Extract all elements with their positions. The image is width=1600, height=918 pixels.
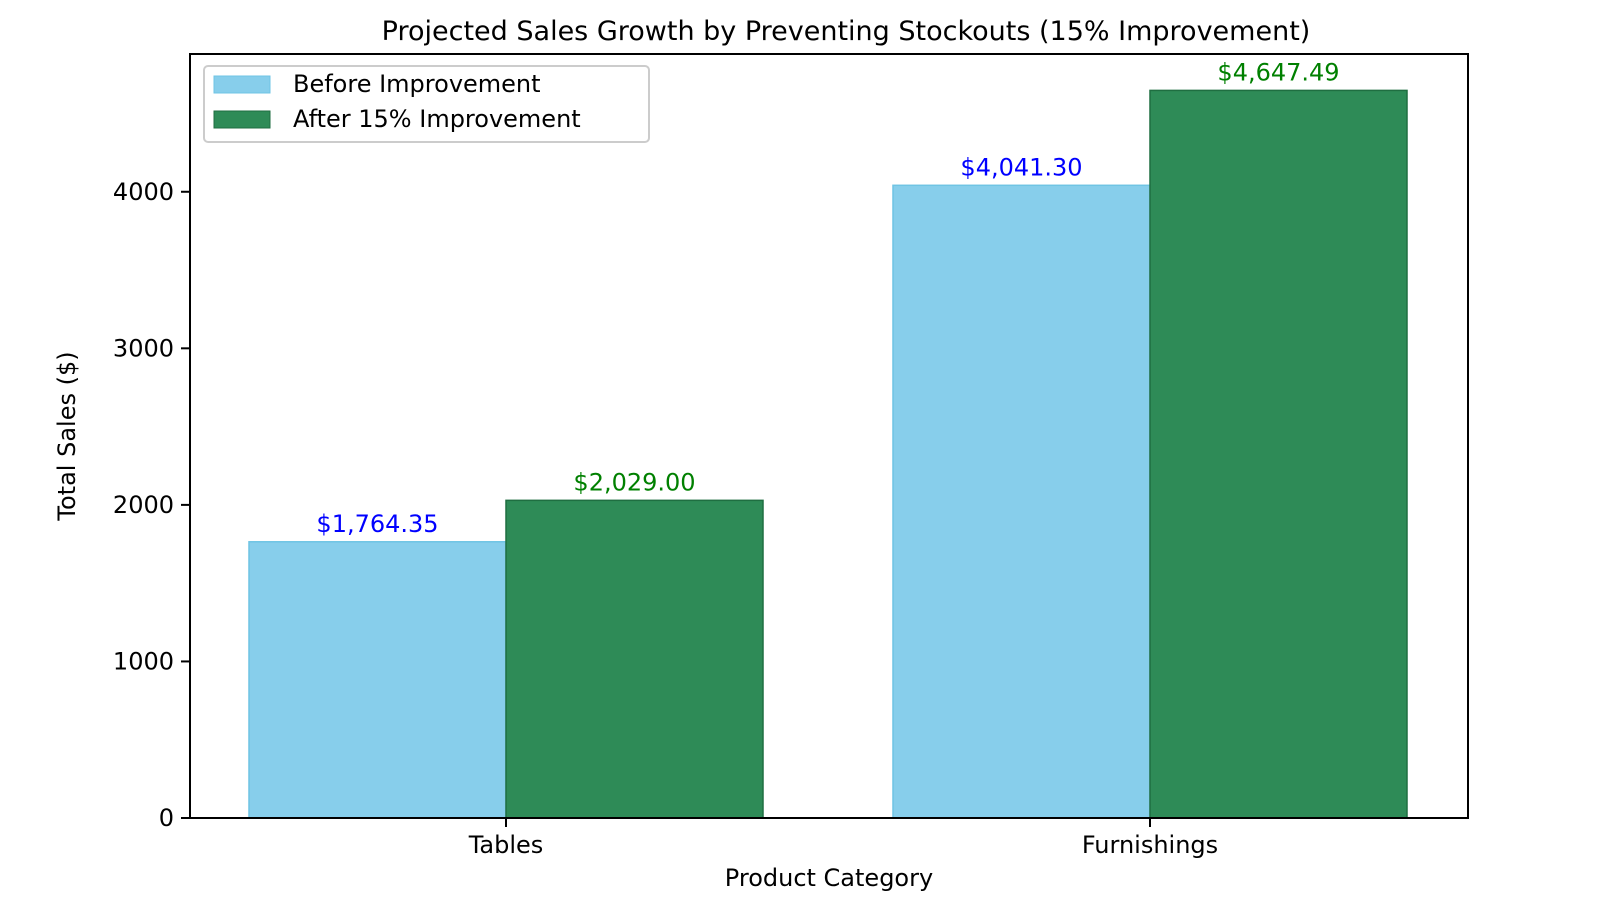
legend-entries: Before Improvement After 15% Improvement xyxy=(213,70,581,133)
data-labels-layer: $1,764.35 $4,041.30 $2,029.00 $4,647.49 xyxy=(316,58,1339,537)
plot-area-frame xyxy=(189,53,1469,819)
x-axis: Tables Furnishings xyxy=(468,818,1218,859)
x-tick-label: Tables xyxy=(468,831,544,859)
legend-box xyxy=(203,65,650,143)
y-tick-label: 3000 xyxy=(113,334,174,362)
y-tick-label: 0 xyxy=(159,804,174,832)
legend-label: After 15% Improvement xyxy=(293,105,581,133)
bar-after-15-improvement-furnishings xyxy=(1149,89,1408,819)
data-label: $4,041.30 xyxy=(960,153,1082,181)
data-label: $1,764.35 xyxy=(316,510,438,538)
legend-label: Before Improvement xyxy=(293,70,541,98)
y-tick-label: 1000 xyxy=(113,647,174,675)
data-label: $2,029.00 xyxy=(573,468,695,496)
bar-before-improvement-tables xyxy=(248,541,507,819)
bar-before-improvement-furnishings xyxy=(892,184,1151,819)
legend-swatch xyxy=(213,75,271,94)
chart-title: Projected Sales Growth by Preventing Sto… xyxy=(382,16,1311,47)
y-tick-label: 4000 xyxy=(113,178,174,206)
y-axis: 0 1000 2000 3000 4000 xyxy=(113,178,190,832)
x-axis-label: Product Category xyxy=(725,864,933,892)
x-tick-label: Furnishings xyxy=(1082,831,1218,859)
y-axis-label: Total Sales ($) xyxy=(53,351,81,521)
y-tick-label: 2000 xyxy=(113,491,174,519)
data-label: $4,647.49 xyxy=(1217,58,1339,86)
legend: Before Improvement After 15% Improvement xyxy=(203,65,650,143)
legend-swatch xyxy=(213,110,271,129)
bars-layer xyxy=(248,89,1408,819)
bar-after-15-improvement-tables xyxy=(505,499,764,819)
